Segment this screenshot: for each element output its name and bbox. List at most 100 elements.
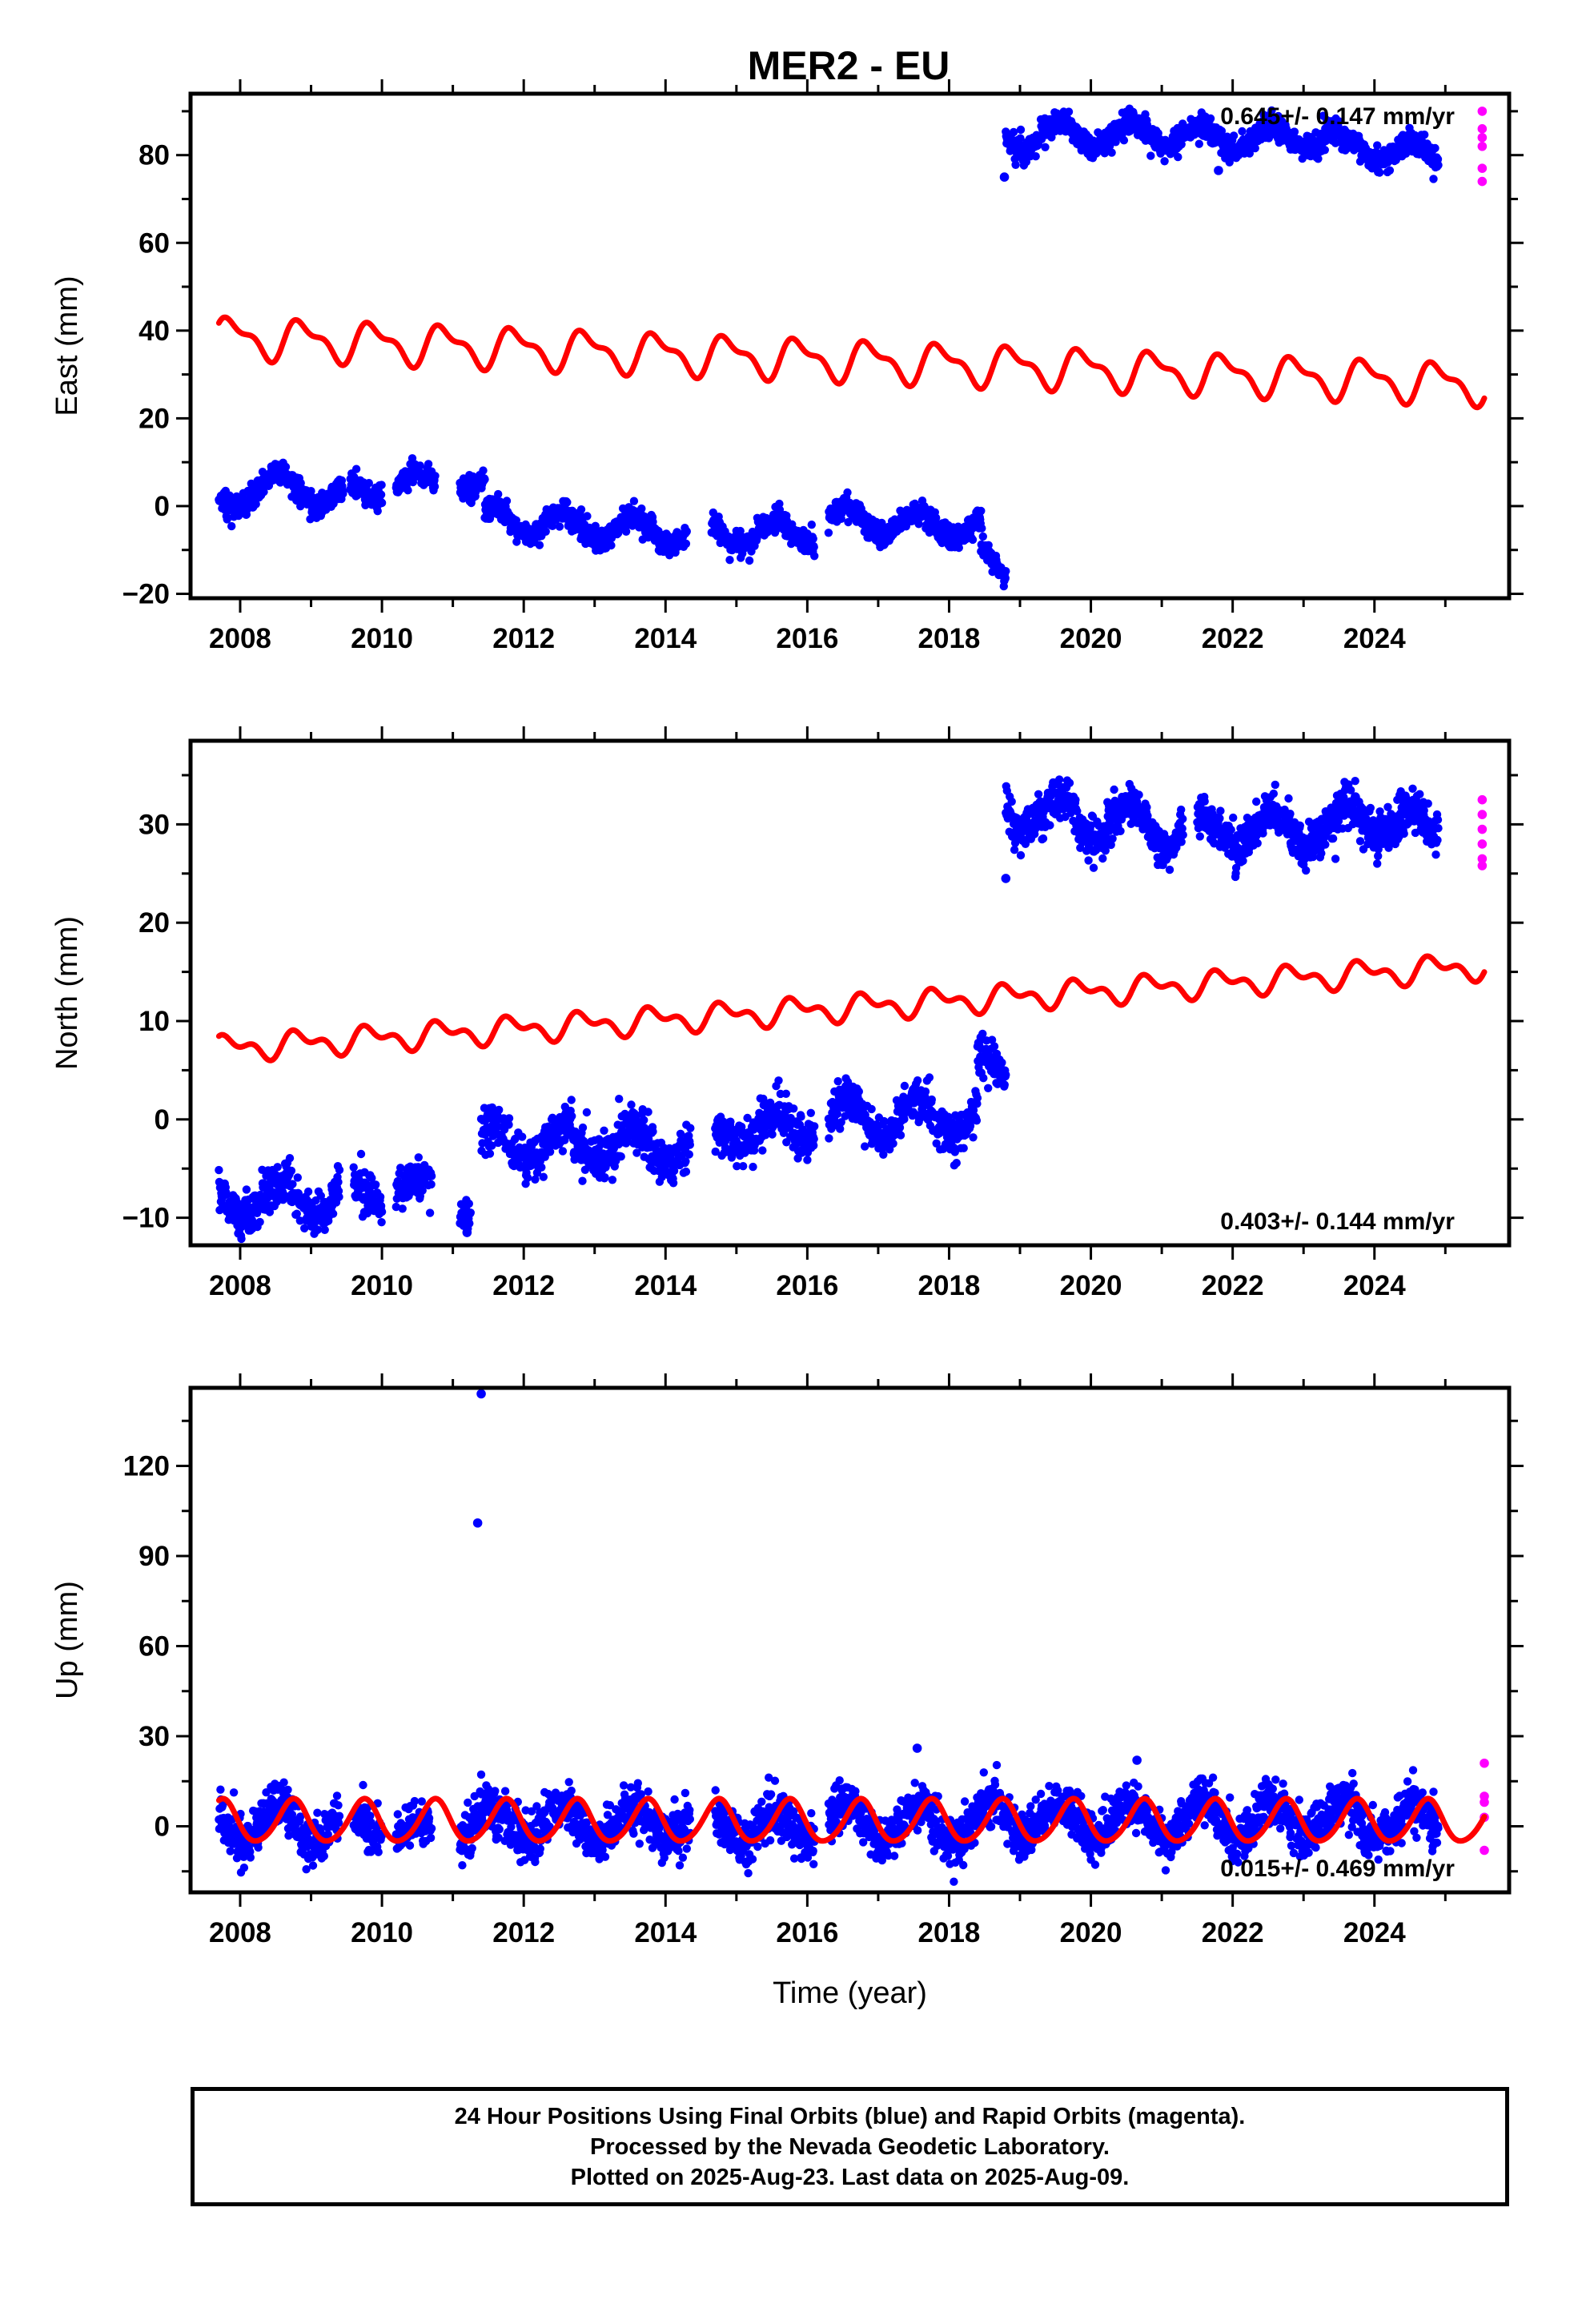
data-point	[809, 1141, 818, 1150]
data-point	[427, 1172, 436, 1180]
data-point	[242, 1185, 251, 1194]
data-point	[511, 1134, 520, 1144]
data-point	[1375, 168, 1384, 177]
data-point	[502, 497, 512, 505]
data-point	[1267, 106, 1276, 115]
data-point	[1217, 127, 1227, 135]
data-point	[657, 1172, 666, 1181]
data-point	[1385, 166, 1395, 175]
data-point	[466, 1208, 475, 1217]
x-tick-label: 2022	[1202, 623, 1264, 654]
data-point	[464, 1199, 473, 1208]
data-point	[568, 1112, 576, 1121]
data-point	[1119, 136, 1129, 145]
data-point	[973, 1093, 982, 1103]
data-point	[1146, 151, 1155, 160]
data-point	[608, 1176, 617, 1184]
data-point	[681, 1157, 690, 1166]
y-tick-label: 40	[139, 316, 170, 347]
data-point	[627, 1100, 636, 1109]
data-point	[739, 1162, 748, 1171]
data-point	[774, 1076, 783, 1085]
data-point	[1038, 834, 1048, 843]
data-point	[810, 552, 819, 561]
data-point	[328, 1209, 338, 1218]
data-point	[287, 1166, 296, 1176]
data-point	[743, 1113, 752, 1123]
data-point	[977, 506, 986, 516]
data-point	[259, 488, 268, 497]
data-point	[339, 489, 347, 498]
data-point	[504, 1114, 514, 1123]
data-point	[600, 1173, 609, 1182]
data-point	[376, 490, 386, 499]
data-point	[932, 1139, 941, 1148]
data-point	[548, 521, 557, 530]
data-point	[531, 1175, 540, 1184]
rate-annotation: 0.645+/- 0.147 mm/yr	[1220, 103, 1455, 130]
data-point	[334, 1177, 343, 1187]
data-point	[1007, 797, 1016, 806]
data-point	[1001, 573, 1010, 583]
data-point	[913, 1076, 922, 1085]
data-point	[215, 1165, 223, 1175]
data-point	[806, 1108, 815, 1118]
data-point	[809, 534, 817, 543]
data-point	[223, 515, 231, 524]
data-point	[998, 1058, 1006, 1068]
data-point	[969, 1106, 978, 1115]
data-point	[518, 1132, 527, 1141]
data-point	[889, 1139, 897, 1148]
data-point	[431, 472, 440, 480]
data-point	[676, 1129, 685, 1139]
data-point	[854, 1087, 864, 1096]
data-point	[1160, 157, 1169, 166]
data-point	[1011, 160, 1020, 169]
final-orbit-points-east	[215, 104, 1443, 591]
data-point	[404, 486, 412, 495]
data-point	[1047, 133, 1056, 142]
rapid-point	[1477, 141, 1488, 151]
data-point	[313, 1225, 323, 1234]
rapid-point	[1477, 176, 1488, 187]
data-point	[375, 1192, 385, 1201]
data-point	[810, 1122, 819, 1131]
data-point	[1009, 127, 1018, 137]
data-point	[648, 1127, 657, 1136]
data-point	[1073, 806, 1082, 816]
plot-area-east	[215, 104, 1488, 591]
data-point	[424, 460, 433, 468]
data-point	[685, 1150, 693, 1159]
data-point	[414, 1153, 423, 1162]
data-point	[972, 1116, 982, 1125]
data-point	[1107, 148, 1116, 157]
data-point	[1086, 821, 1095, 830]
data-point	[890, 1131, 899, 1140]
outlier-point	[1214, 166, 1223, 175]
data-point	[895, 1123, 905, 1132]
data-point	[1195, 139, 1204, 148]
model-curve-east	[215, 314, 1488, 411]
data-point	[535, 541, 544, 549]
data-point	[640, 1116, 648, 1124]
data-point	[488, 1141, 496, 1150]
data-point	[768, 1130, 777, 1139]
rapid-point	[1477, 132, 1488, 143]
x-tick-label: 2018	[918, 623, 981, 654]
data-point	[398, 1204, 407, 1213]
final-orbit-points-north	[215, 775, 1443, 1244]
data-point	[968, 535, 978, 545]
data-point	[797, 1112, 805, 1121]
data-point	[391, 1202, 400, 1212]
data-point	[251, 500, 260, 509]
data-point	[335, 1192, 343, 1201]
data-point	[1098, 854, 1107, 863]
data-point	[416, 461, 424, 470]
x-tick-label: 2008	[209, 623, 271, 654]
data-point	[861, 1142, 869, 1151]
data-point	[978, 524, 986, 533]
data-point	[914, 520, 923, 529]
data-point	[1000, 1080, 1010, 1089]
plot-area-north	[215, 775, 1488, 1244]
x-tick-label: 2024	[1343, 623, 1406, 654]
